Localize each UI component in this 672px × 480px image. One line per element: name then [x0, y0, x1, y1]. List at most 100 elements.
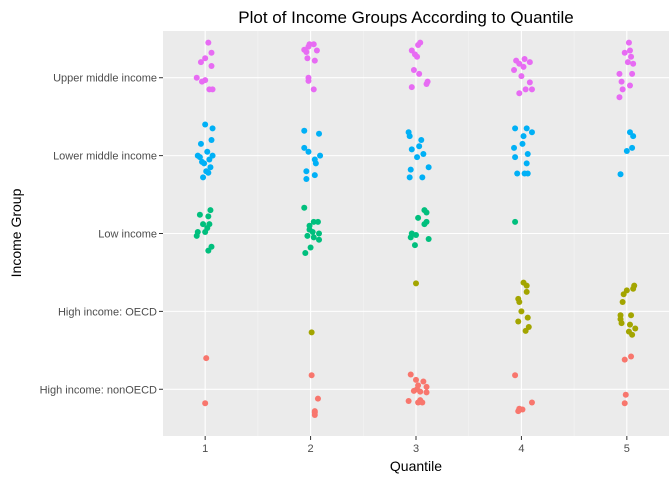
- data-point: [407, 371, 414, 378]
- data-point: [618, 320, 625, 327]
- x-tick-label: 3: [413, 443, 419, 455]
- data-point: [628, 312, 635, 319]
- data-points: [193, 39, 639, 418]
- data-point: [316, 130, 323, 137]
- data-point: [521, 56, 528, 63]
- data-point: [516, 60, 523, 67]
- data-point: [425, 164, 432, 171]
- data-point: [414, 53, 421, 60]
- data-point: [317, 152, 324, 159]
- data-point: [205, 213, 212, 220]
- data-point: [316, 230, 323, 237]
- data-point: [205, 169, 212, 176]
- data-point: [196, 154, 203, 161]
- data-point: [616, 94, 623, 101]
- data-point: [523, 288, 530, 295]
- data-point: [516, 299, 523, 306]
- data-point: [522, 86, 529, 93]
- data-point: [301, 144, 308, 151]
- data-point: [305, 43, 312, 50]
- y-tick-label: High income: OECD: [58, 306, 157, 318]
- data-point: [301, 127, 308, 134]
- data-point: [626, 321, 633, 328]
- data-point: [621, 49, 628, 56]
- data-point: [208, 137, 215, 144]
- data-point: [520, 63, 527, 70]
- data-point: [616, 70, 623, 77]
- data-point: [407, 234, 414, 241]
- data-point: [522, 327, 529, 334]
- data-point: [417, 388, 424, 395]
- x-tick-label: 4: [518, 443, 524, 455]
- y-tick-label: Low income: [98, 229, 157, 241]
- data-point: [209, 125, 216, 132]
- data-point: [408, 84, 415, 91]
- data-point: [208, 49, 215, 56]
- data-point: [308, 329, 315, 336]
- data-point: [626, 47, 633, 54]
- data-point: [197, 140, 204, 147]
- data-point: [406, 174, 413, 181]
- data-point: [314, 218, 321, 225]
- data-point: [303, 175, 310, 182]
- data-point: [204, 148, 211, 155]
- data-point: [617, 171, 624, 178]
- data-point: [624, 59, 631, 66]
- data-point: [419, 399, 426, 406]
- data-point: [511, 66, 518, 73]
- chart-title: Plot of Income Groups According to Quant…: [238, 8, 573, 27]
- data-point: [193, 74, 200, 81]
- data-point: [420, 151, 427, 158]
- data-point: [524, 170, 531, 177]
- x-tick-label: 5: [624, 443, 630, 455]
- data-point: [511, 144, 518, 151]
- data-point: [419, 174, 426, 181]
- data-point: [514, 170, 521, 177]
- data-point: [528, 129, 535, 136]
- data-point: [621, 400, 628, 407]
- data-point: [304, 55, 311, 62]
- data-point: [413, 376, 419, 383]
- data-point: [523, 160, 530, 167]
- data-point: [619, 86, 626, 93]
- data-point: [413, 280, 419, 287]
- data-point: [512, 218, 519, 225]
- x-tick-label: 2: [308, 443, 314, 455]
- data-point: [512, 154, 519, 161]
- data-point: [316, 236, 323, 243]
- data-point: [415, 214, 422, 221]
- data-point: [411, 242, 418, 249]
- data-point: [528, 86, 535, 93]
- data-point: [520, 133, 527, 140]
- data-point: [519, 140, 526, 147]
- data-point: [205, 39, 212, 46]
- data-point: [305, 148, 312, 155]
- data-point: [209, 86, 216, 93]
- data-point: [310, 234, 317, 241]
- x-axis-title: Quantile: [390, 458, 442, 474]
- data-point: [207, 207, 214, 214]
- data-point: [201, 160, 208, 167]
- data-point: [202, 121, 209, 128]
- data-point: [628, 353, 635, 360]
- y-axis-title: Income Group: [8, 188, 24, 277]
- data-point: [629, 144, 636, 151]
- y-tick-label: Lower middle income: [53, 151, 157, 163]
- data-point: [303, 168, 310, 175]
- data-point: [420, 378, 427, 385]
- data-point: [630, 60, 637, 67]
- data-point: [208, 63, 215, 70]
- data-point: [421, 221, 428, 228]
- data-point: [526, 79, 533, 86]
- data-point: [622, 391, 629, 398]
- y-tick-label: High income: nonOECD: [40, 384, 157, 396]
- data-point: [523, 282, 530, 289]
- data-point: [515, 318, 522, 325]
- data-point: [199, 78, 206, 85]
- data-point: [200, 174, 207, 181]
- data-point: [302, 249, 309, 256]
- data-point: [311, 172, 318, 179]
- data-point: [202, 55, 209, 62]
- data-point: [621, 356, 628, 363]
- data-point: [410, 66, 417, 73]
